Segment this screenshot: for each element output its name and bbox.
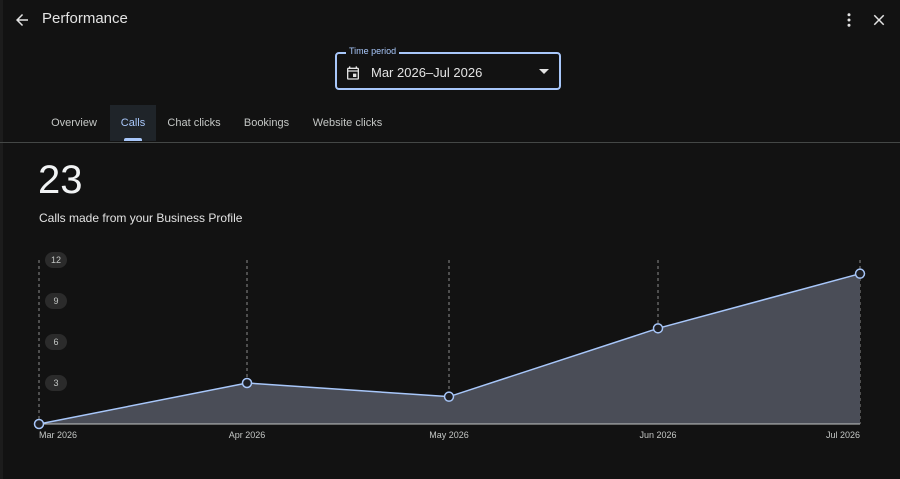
tab-bar: Overview Calls Chat clicks Bookings Webs…: [0, 105, 900, 143]
more-options-button[interactable]: [837, 8, 861, 32]
data-point: [241, 377, 253, 389]
tab-label: Calls: [120, 117, 146, 129]
y-tick-label: 12: [51, 255, 61, 265]
tab-label: Chat clicks: [167, 117, 221, 129]
back-button[interactable]: [10, 8, 34, 32]
tab-calls[interactable]: Calls: [110, 105, 156, 141]
tab-bookings[interactable]: Bookings: [232, 105, 301, 141]
time-period-select[interactable]: Time period Mar 2026–Jul 2026: [335, 46, 561, 90]
close-button[interactable]: [867, 8, 891, 32]
more-vert-icon: [847, 13, 851, 27]
data-point: [443, 391, 455, 402]
data-point: [33, 418, 45, 430]
close-icon: [873, 14, 885, 26]
y-tick-background: [45, 334, 67, 350]
time-period-label: Time period: [346, 46, 400, 56]
tab-label: Overview: [51, 117, 97, 129]
calls-chart: 3 6 9 12 Mar 2026 Apr 2026 May 2026 Jun 2026 Jul…: [33, 252, 866, 440]
x-tick-label: May 2026: [429, 430, 469, 440]
tab-chat-clicks[interactable]: Chat clicks: [156, 105, 232, 141]
y-tick-label: 6: [53, 337, 58, 347]
x-tick-label: Mar 2026: [39, 430, 77, 440]
calendar-icon: [347, 66, 359, 80]
metric-description: Calls made from your Business Profile: [39, 211, 243, 225]
arrow-back-icon: [16, 14, 28, 26]
data-point: [652, 323, 664, 334]
y-tick-label: 3: [53, 378, 58, 388]
metric-value: 23: [38, 158, 83, 202]
x-tick-label: Jul 2026: [826, 430, 860, 440]
tab-website-clicks[interactable]: Website clicks: [301, 105, 394, 141]
tab-label: Bookings: [243, 117, 290, 129]
tab-overview[interactable]: Overview: [38, 105, 110, 141]
page-title: Performance: [42, 10, 128, 27]
x-tick-label: Jun 2026: [639, 430, 676, 440]
dropdown-arrow-icon: [539, 69, 549, 74]
window-edge: [0, 0, 3, 479]
y-tick-label: 9: [53, 296, 58, 306]
header: Performance: [0, 0, 900, 40]
y-tick-background: [45, 375, 67, 391]
tab-label: Website clicks: [312, 117, 383, 129]
data-point: [854, 268, 866, 279]
y-tick-background: [45, 293, 67, 309]
y-tick-background: [45, 252, 67, 268]
x-tick-label: Apr 2026: [229, 430, 266, 440]
time-period-value: Mar 2026–Jul 2026: [371, 65, 483, 80]
